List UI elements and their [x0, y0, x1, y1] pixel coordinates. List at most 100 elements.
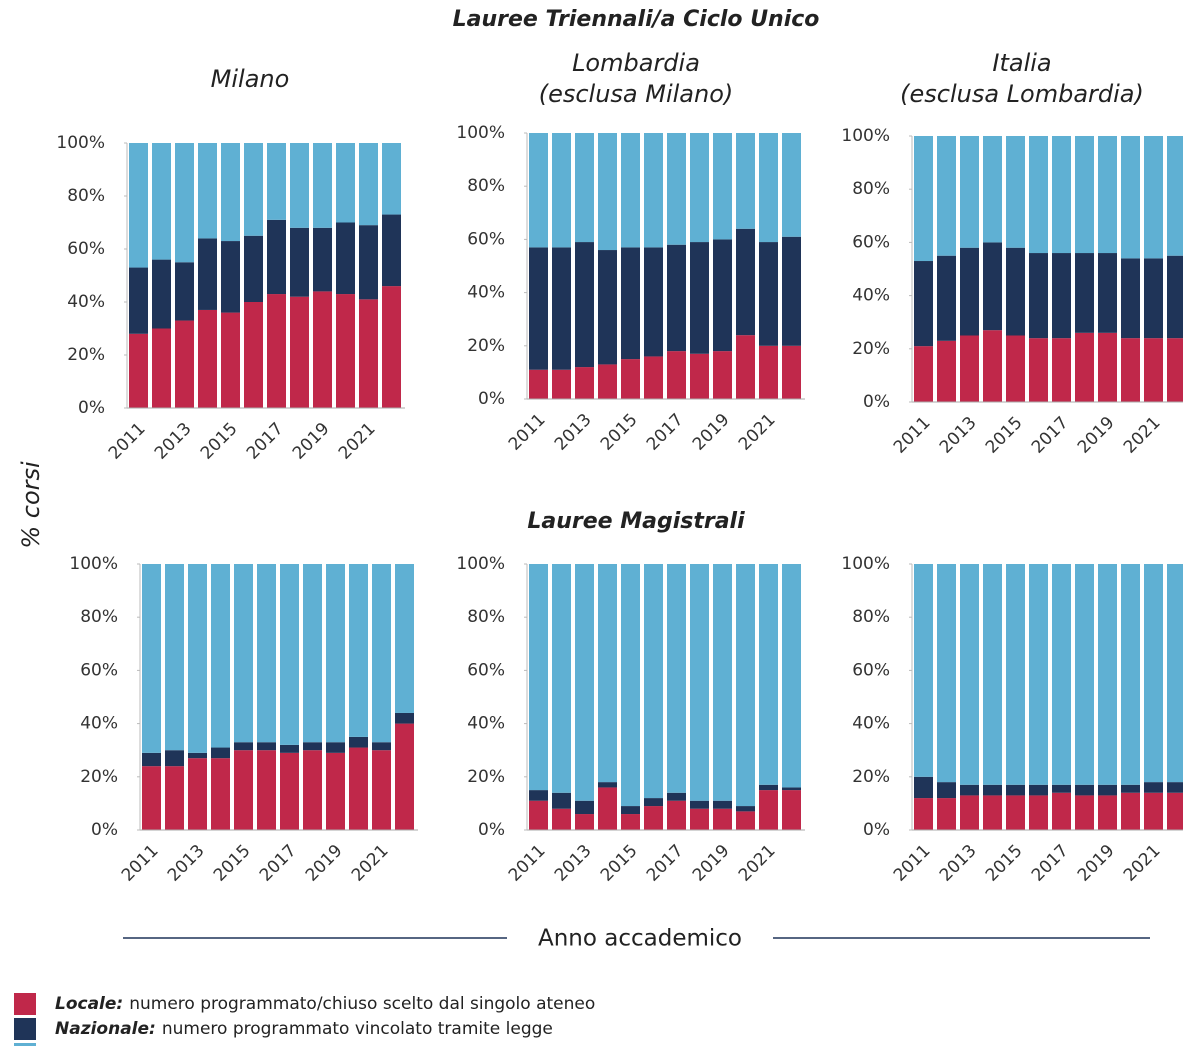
y-tick-label: 80%: [852, 607, 890, 627]
bar-segment: [175, 262, 194, 321]
bar-segment: [644, 564, 663, 799]
x-tick-label: 2015: [197, 419, 242, 464]
x-tick-label: 2013: [151, 419, 196, 464]
bar-segment: [1075, 795, 1094, 830]
bar-segment: [336, 222, 355, 295]
x-tick-label: 2017: [243, 419, 288, 464]
y-tick-label: 20%: [67, 345, 105, 365]
bar-segment: [1144, 564, 1163, 783]
bar-segment: [244, 143, 263, 236]
bar-segment: [575, 800, 594, 815]
y-tick-label: 20%: [467, 767, 505, 787]
bar-segment: [142, 564, 161, 753]
bar-segment: [372, 564, 391, 743]
bar-segment: [782, 133, 801, 237]
bar-segment: [303, 742, 322, 751]
bar-segment: [983, 330, 1002, 402]
bar-segment: [211, 564, 230, 748]
bar-segment: [575, 814, 594, 830]
bar-segment: [736, 564, 755, 807]
bar-segment: [1167, 136, 1183, 256]
x-tick-label: 2013: [936, 841, 981, 886]
y-tick-label: 0%: [863, 392, 890, 412]
bar-segment: [960, 564, 979, 785]
bar-segment: [1006, 247, 1025, 336]
bar-segment: [280, 744, 299, 753]
bar-segment: [598, 250, 617, 365]
x-tick-label: 2011: [118, 841, 163, 886]
bar-segment: [598, 133, 617, 251]
y-tick-label: 40%: [852, 286, 890, 306]
y-tick-label: 0%: [863, 820, 890, 840]
bar-segment: [152, 259, 171, 329]
legend-entry: Libero: accesso ai CdS senza numero progr…: [55, 1044, 503, 1046]
bar-segment: [349, 564, 368, 737]
bar-segment: [1098, 136, 1117, 254]
bar-segment: [267, 143, 286, 220]
bar-segment: [914, 564, 933, 777]
bar-segment: [598, 787, 617, 830]
bar-segment: [621, 359, 640, 399]
bar-segment: [188, 564, 207, 753]
legend-swatch: [14, 993, 36, 1015]
bar-segment: [1098, 784, 1117, 796]
bar-segment: [349, 747, 368, 830]
bar-segment: [303, 750, 322, 830]
bar-segment: [165, 564, 184, 751]
bar-segment: [914, 776, 933, 799]
bar-segment: [960, 795, 979, 830]
y-tick-label: 100%: [56, 133, 105, 153]
bar-segment: [644, 247, 663, 357]
x-tick-label: 2017: [1028, 413, 1073, 458]
heading: Lauree Magistrali: [527, 509, 745, 534]
bar-segment: [690, 564, 709, 801]
y-tick-label: 0%: [91, 820, 118, 840]
bar-segment: [1006, 335, 1025, 402]
y-tick-label: 20%: [852, 767, 890, 787]
bar-segment: [759, 133, 778, 243]
bar-segment: [644, 806, 663, 830]
bar-segment: [1167, 255, 1183, 339]
x-tick-label: 2017: [643, 410, 688, 455]
bar-segment: [1029, 338, 1048, 402]
bar-segment: [667, 792, 686, 801]
bar-segment: [937, 255, 956, 341]
legend-swatch: [14, 1018, 36, 1040]
bar-segment: [1029, 136, 1048, 254]
bar-segment: [983, 136, 1002, 243]
bar-segment: [598, 364, 617, 399]
bar-segment: [221, 143, 240, 242]
y-tick-label: 60%: [80, 660, 118, 680]
y-tick-label: 40%: [80, 714, 118, 734]
bar-segment: [165, 750, 184, 767]
y-tick-label: 60%: [467, 229, 505, 249]
bar-segment: [221, 312, 240, 408]
x-tick-label: 2021: [735, 841, 780, 886]
bar-segment: [529, 800, 548, 830]
bar-segment: [336, 294, 355, 408]
bar-segment: [621, 806, 640, 815]
bar-segment: [713, 800, 732, 809]
bar-segment: [621, 247, 640, 360]
bar-segment: [914, 261, 933, 347]
bar-segment: [1098, 795, 1117, 830]
bar-segment: [1098, 564, 1117, 785]
bar-segment: [267, 219, 286, 295]
bar-segment: [529, 790, 548, 801]
bar-segment: [129, 267, 148, 334]
legend-description: numero programmato vincolato tramite leg…: [162, 1019, 553, 1039]
x-tick-label: 2011: [890, 413, 935, 458]
bar-segment: [244, 235, 263, 302]
bar-segment: [575, 367, 594, 399]
legend-entry: Locale: numero programmato/chiuso scelto …: [55, 994, 595, 1014]
bar-segment: [175, 320, 194, 408]
bar-segment: [1075, 784, 1094, 796]
bar-segment: [129, 143, 148, 268]
y-tick-label: 40%: [67, 292, 105, 312]
bar-segment: [736, 806, 755, 812]
bar-segment: [395, 712, 414, 724]
bar-segment: [188, 752, 207, 759]
bar-segment: [983, 564, 1002, 785]
bar-segment: [267, 294, 286, 408]
x-axis-label: Anno accademico: [538, 926, 742, 952]
